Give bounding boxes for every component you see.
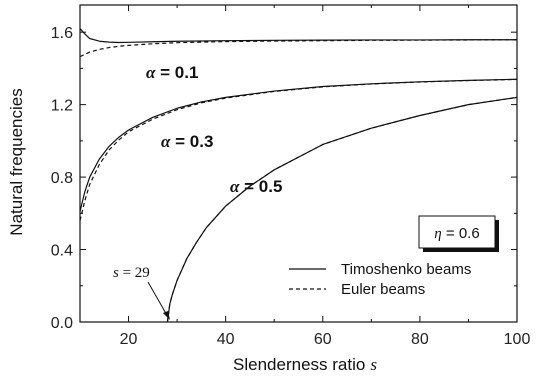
alpha-0-5-label: α = 0.5 [230,177,282,196]
series-alpha-0-3-euler [79,78,518,221]
y-tick-label-0.0: 0.0 [51,315,73,332]
alpha-0-1-label: α = 0.1 [146,63,198,82]
alpha-symbol: α [161,132,171,151]
x-axis-title: Slenderness ratio s [233,355,377,374]
x-tick-label-80: 80 [411,331,429,348]
y-tick-label-1.6: 1.6 [51,25,73,42]
s29-arrow-line [147,281,169,318]
eta-box-label: η = 0.6 [434,225,479,242]
x-tick-label-20: 20 [120,331,138,348]
alpha-0-1-value: = 0.1 [155,63,198,82]
legend-label-euler: Euler beams [341,281,425,298]
s29-arrowhead [163,311,170,320]
alpha-0-5-value: = 0.5 [239,177,282,196]
y-tick-label-0.8: 0.8 [51,170,73,187]
x-axis-variable: s [370,355,377,374]
ticks-group: 20 40 60 80 100 0.0 0.4 0.8 1.2 1.6 [51,5,531,348]
eta-box [418,215,496,249]
x-tick-label-100: 100 [504,331,531,348]
series-alpha-0-3-timoshenko [79,78,518,212]
s29-value: = 29 [119,265,150,281]
x-tick-label-60: 60 [314,331,332,348]
y-tick-label-0.4: 0.4 [51,243,73,260]
series-alpha-0-5-euler [166,96,518,323]
y-axis-title: Natural frequencies [7,88,26,235]
s-symbol: s [113,265,119,281]
x-tick-label-40: 40 [217,331,235,348]
alpha-0-3-value: = 0.3 [170,132,213,151]
eta-symbol: η [434,226,441,242]
series-alpha-0-1-euler [79,39,518,58]
alpha-symbol: α [230,177,240,196]
alpha-0-3-label: α = 0.3 [161,132,213,151]
series-group [79,28,518,323]
s29-annotation: s = 29 [113,265,150,281]
alpha-symbol: α [146,63,156,82]
plot-frame [79,4,518,323]
eta-value: = 0.6 [442,225,480,242]
y-tick-label-1.2: 1.2 [51,98,73,115]
legend-label-timoshenko: Timoshenko beams [341,261,471,278]
plot-area-border [79,4,518,323]
legend: Timoshenko beams Euler beams [289,261,471,298]
x-axis-label: Slenderness ratio [233,355,365,374]
